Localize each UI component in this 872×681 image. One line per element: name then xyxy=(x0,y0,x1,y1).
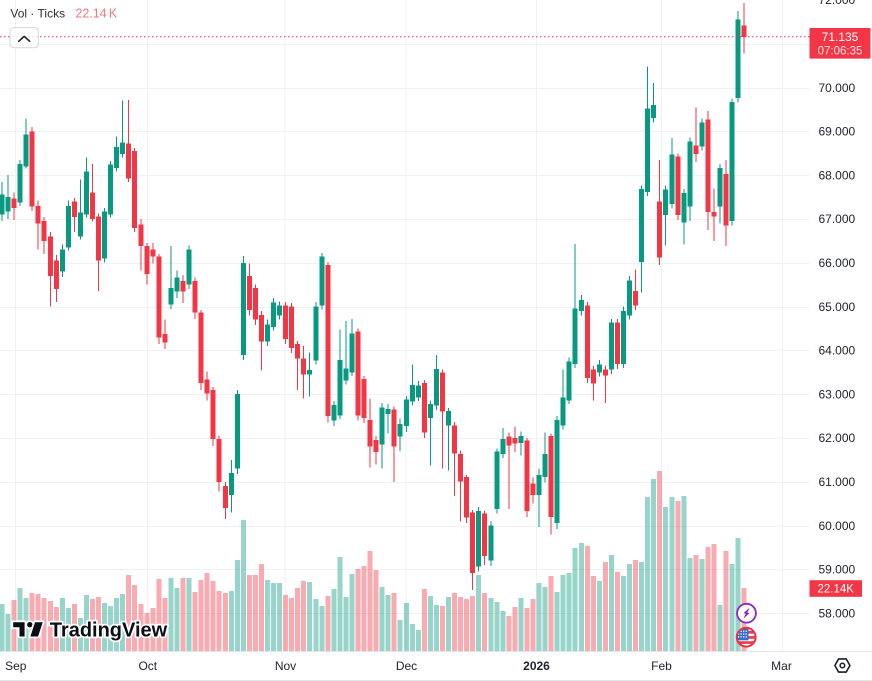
svg-text:69.000: 69.000 xyxy=(819,125,856,139)
svg-text:TradingView: TradingView xyxy=(50,620,168,642)
svg-text:60.000: 60.000 xyxy=(819,519,856,533)
svg-text:67.000: 67.000 xyxy=(819,212,856,226)
svg-text:64.000: 64.000 xyxy=(819,344,856,358)
svg-text:Oct: Oct xyxy=(138,659,157,673)
svg-text:70.000: 70.000 xyxy=(819,81,856,95)
svg-text:72.000: 72.000 xyxy=(819,0,856,7)
svg-text:2026: 2026 xyxy=(523,659,550,673)
svg-text:Sep: Sep xyxy=(5,659,27,673)
svg-text:Dec: Dec xyxy=(396,659,417,673)
svg-text:Nov: Nov xyxy=(275,659,296,673)
svg-text:07:06:35: 07:06:35 xyxy=(818,46,863,58)
svg-text:63.000: 63.000 xyxy=(819,387,856,401)
svg-text:65.000: 65.000 xyxy=(819,300,856,314)
svg-text:22.14K: 22.14K xyxy=(817,584,854,596)
svg-text:71.135: 71.135 xyxy=(822,30,859,44)
svg-text:61.000: 61.000 xyxy=(819,475,856,489)
svg-text:66.000: 66.000 xyxy=(819,256,856,270)
svg-text:Mar: Mar xyxy=(771,659,792,673)
svg-text:62.000: 62.000 xyxy=(819,431,856,445)
svg-text:22.14 K: 22.14 K xyxy=(75,6,117,20)
svg-text:Feb: Feb xyxy=(651,659,672,673)
svg-text:58.000: 58.000 xyxy=(819,606,856,620)
svg-text:59.000: 59.000 xyxy=(819,563,856,577)
svg-text:68.000: 68.000 xyxy=(819,168,856,182)
svg-text:Vol · Ticks: Vol · Ticks xyxy=(10,6,65,20)
